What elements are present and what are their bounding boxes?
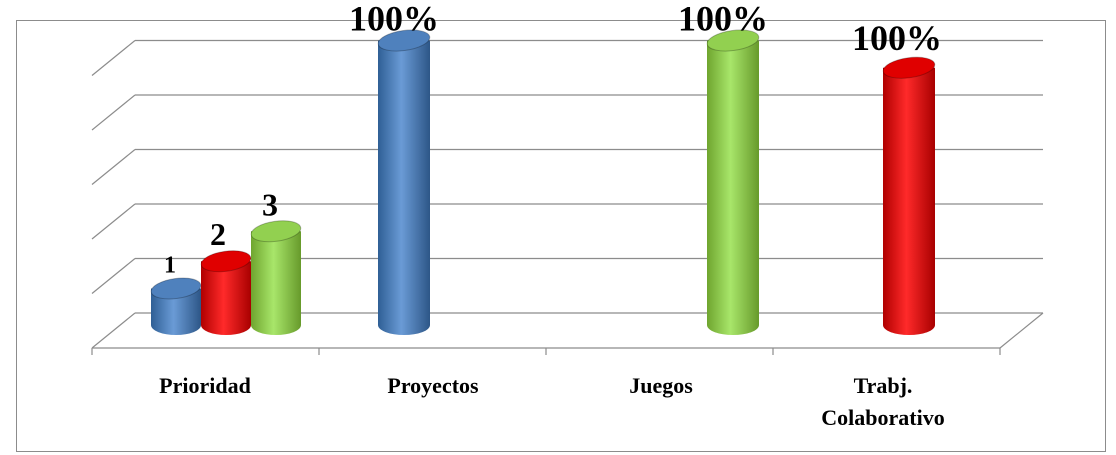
bar-top <box>882 56 936 79</box>
data-label: 100% <box>678 0 768 39</box>
x-tick-label: Colaborativo <box>821 405 944 430</box>
bar-body <box>707 40 759 335</box>
floor-edge <box>999 312 1044 349</box>
data-label: 100% <box>349 0 439 39</box>
data-label: 1 <box>164 252 176 278</box>
x-tick-label: Trabj. <box>854 373 913 398</box>
x-tick-label: Proyectos <box>387 373 479 398</box>
bar-body <box>201 261 251 335</box>
bar-prioridad <box>200 250 252 335</box>
gridline-side <box>91 40 136 76</box>
bar-juegos <box>706 29 760 335</box>
bar-prioridad <box>150 277 202 335</box>
bar-top <box>200 250 252 273</box>
labels: Prioridad Proyectos Juegos Trabj. Colaborati… <box>159 0 945 430</box>
gridline-side <box>91 149 136 185</box>
bar-body <box>251 231 301 335</box>
bar-trabj-colaborativo <box>882 56 936 335</box>
data-label: 2 <box>210 216 226 252</box>
gridline-side <box>91 258 136 294</box>
data-label: 3 <box>262 186 278 222</box>
gridline-side <box>91 94 136 131</box>
bar-body <box>883 67 935 335</box>
bar-top <box>377 29 431 52</box>
bar-body <box>151 288 201 335</box>
data-label: 100% <box>852 18 942 58</box>
gridline-side <box>91 312 136 349</box>
x-tick-label: Prioridad <box>159 373 251 398</box>
bar-proyectos <box>377 29 431 335</box>
gridline-side <box>91 203 136 240</box>
chart-frame <box>16 20 1106 452</box>
bar-body <box>378 40 430 335</box>
bars <box>150 29 936 335</box>
bar-top <box>250 220 302 243</box>
x-tick-label: Juegos <box>629 373 693 398</box>
bar-prioridad <box>250 220 302 335</box>
bar-top <box>150 277 202 300</box>
bar-top <box>706 29 760 52</box>
